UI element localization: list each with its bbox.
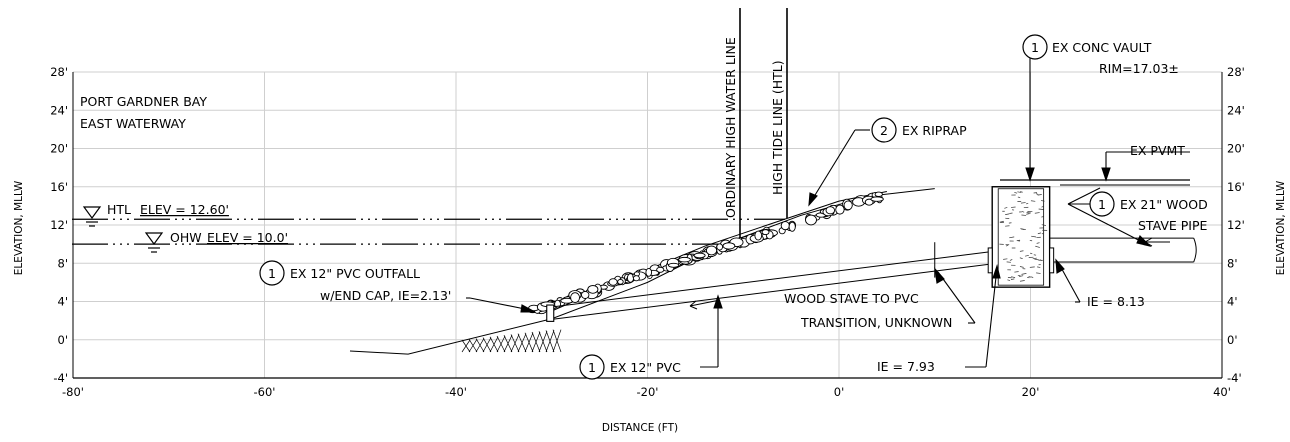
riprap-stone <box>717 244 723 250</box>
vault-wall-opening-right <box>1050 248 1054 273</box>
callout-pvc-text: EX 12" PVC <box>610 360 681 375</box>
riprap-stone <box>806 215 817 225</box>
callout-outfall-number: 1 <box>268 266 276 281</box>
riprap-stone <box>633 276 639 281</box>
riprap-stone <box>588 286 598 294</box>
y-tick-label-right-7: 0' <box>1227 333 1237 347</box>
htl-water-symbol <box>84 207 100 226</box>
y-tick-label-right-8: -4' <box>1227 371 1242 385</box>
callout-outfall-line2: w/END CAP, IE=2.13' <box>320 288 451 303</box>
y-axis-title-left: ELEVATION, MLLW <box>13 180 25 275</box>
y-tick-label-left-2: 20' <box>50 142 68 156</box>
water-body-name-line2: EAST WATERWAY <box>80 116 186 131</box>
riprap-stone <box>762 230 769 235</box>
riprap-stone <box>844 201 852 210</box>
y-tick-label-left-5: 8' <box>58 256 68 270</box>
riprap-stone <box>694 253 705 258</box>
wood-pipe-end <box>1194 238 1197 262</box>
y-tick-label-right-5: 8' <box>1227 256 1237 270</box>
riprap-stone <box>723 243 735 249</box>
x-tick-label-3: -20' <box>637 385 659 399</box>
vault-texture <box>1037 247 1039 248</box>
x-tick-label-0: -80' <box>62 385 84 399</box>
callout-vault-line2: RIM=17.03± <box>1099 61 1179 76</box>
callout-ie-right: IE = 8.13 <box>1087 294 1145 309</box>
x-tick-label-6: 40' <box>1213 385 1231 399</box>
riprap-stone <box>646 268 652 276</box>
riprap-stone <box>755 231 762 240</box>
callout-riprap-number: 2 <box>880 123 888 138</box>
y-tick-label-right-0: 28' <box>1227 65 1245 79</box>
callout-wood-pipe-line2: STAVE PIPE <box>1138 218 1208 233</box>
x-axis-title: DISTANCE (FT) <box>602 422 678 434</box>
riprap-stone <box>875 192 882 196</box>
callout-wood-pipe-line1: EX 21" WOOD <box>1120 197 1208 212</box>
y-tick-label-left-3: 16' <box>50 180 68 194</box>
y-tick-label-left-1: 24' <box>50 103 68 117</box>
riprap-stone <box>679 257 691 262</box>
pvc-pipe-invert <box>552 264 992 319</box>
y-tick-label-right-4: 12' <box>1227 218 1245 232</box>
htl-vertical-label: HIGH TIDE LINE (HTL) <box>770 60 785 195</box>
callout-pvc: 1 EX 12" PVC <box>580 355 681 379</box>
callout-pvmt-text: EX PVMT <box>1130 143 1185 158</box>
x-tick-label-4: 0' <box>834 385 844 399</box>
callout-wood-pipe: 1 EX 21" WOOD STAVE PIPE <box>1090 192 1208 233</box>
callout-pvc-number: 1 <box>588 360 596 375</box>
riprap-stone <box>789 222 795 231</box>
callout-outfall: 1 EX 12" PVC OUTFALL w/END CAP, IE=2.13' <box>260 261 451 303</box>
ohw-elevation-label: ELEV = 10.0' <box>207 230 288 245</box>
callout-ie-left: IE = 7.93 <box>877 359 935 374</box>
callout-riprap: 2 EX RIPRAP <box>872 118 967 142</box>
x-tick-label-2: -40' <box>445 385 467 399</box>
x-tick-label-1: -60' <box>254 385 276 399</box>
callout-riprap-text: EX RIPRAP <box>902 123 967 138</box>
y-tick-label-left-6: 4' <box>58 295 68 309</box>
riprap-stone <box>836 205 844 214</box>
htl-elevation-label: ELEV = 12.60' <box>140 202 229 217</box>
vault-texture <box>1029 277 1032 278</box>
riprap-stone <box>609 279 617 286</box>
soil-hatch <box>462 330 561 352</box>
riprap-stone <box>668 263 678 267</box>
y-tick-label-right-3: 16' <box>1227 180 1245 194</box>
callout-outfall-line1: EX 12" PVC OUTFALL <box>290 266 420 281</box>
y-tick-label-left-4: 12' <box>50 218 68 232</box>
pvc-end-cap <box>547 305 554 321</box>
riprap-stone <box>781 222 789 230</box>
ohwl-vertical-label: ORDINARY HIGH WATER LINE <box>723 37 738 218</box>
riprap-stone <box>871 197 883 201</box>
htl-label-prefix: HTL <box>107 202 131 217</box>
y-tick-label-right-6: 4' <box>1227 295 1237 309</box>
y-tick-label-right-2: 20' <box>1227 142 1245 156</box>
riprap-stone <box>618 279 624 284</box>
riprap-stone <box>581 291 588 298</box>
y-tick-label-left-8: -4' <box>53 371 68 385</box>
y-tick-label-left-0: 28' <box>50 65 68 79</box>
callout-vault-number: 1 <box>1031 40 1039 55</box>
vault-texture <box>1030 267 1035 268</box>
x-tick-label-5: 20' <box>1022 385 1040 399</box>
callout-wood-pipe-number: 1 <box>1098 197 1106 212</box>
ohw-water-symbol <box>146 233 162 252</box>
y-tick-label-right-1: 24' <box>1227 103 1245 117</box>
water-body-name-line1: PORT GARDNER BAY <box>80 94 207 109</box>
callout-transition-line2: TRANSITION, UNKNOWN <box>800 315 952 330</box>
riprap-stone <box>571 293 580 303</box>
callout-vault: 1 EX CONC VAULT RIM=17.03± <box>1023 35 1179 76</box>
callout-transition: WOOD STAVE TO PVC TRANSITION, UNKNOWN <box>784 291 952 330</box>
riprap-stone <box>826 207 835 214</box>
vault-wall-opening-left <box>988 248 992 273</box>
y-axis-title-right: ELEVATION, MLLW <box>1275 180 1287 275</box>
ohw-label-prefix: OHW <box>170 230 202 245</box>
riprap-stone <box>706 246 716 255</box>
callout-transition-line1: WOOD STAVE TO PVC <box>784 291 919 306</box>
callout-vault-line1: EX CONC VAULT <box>1052 40 1152 55</box>
y-tick-label-left-7: 0' <box>58 333 68 347</box>
